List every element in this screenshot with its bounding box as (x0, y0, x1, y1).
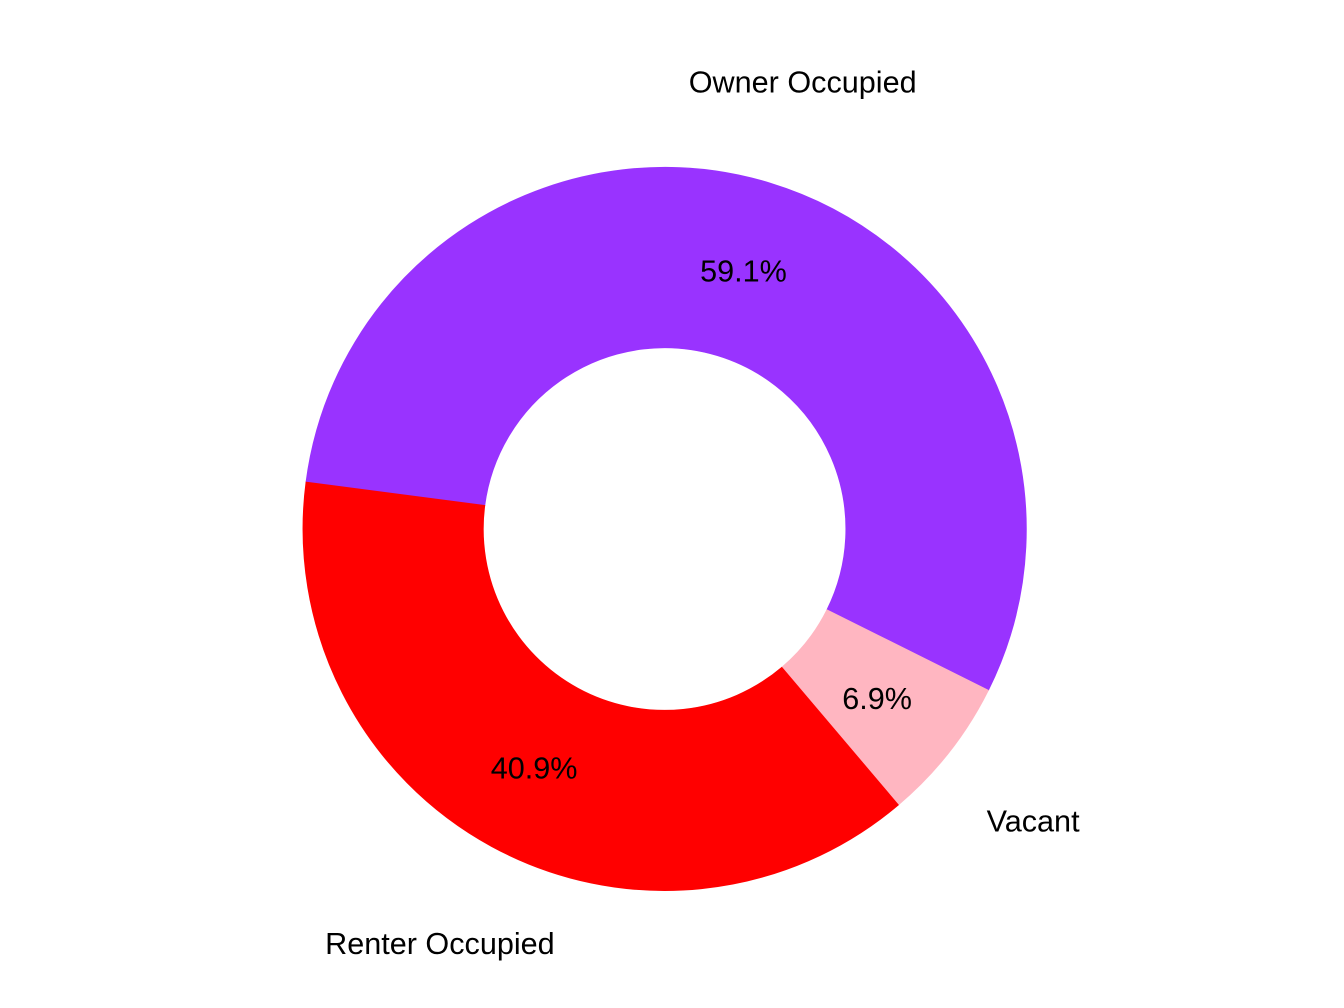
svg-text:Vacant: Vacant (987, 805, 1080, 839)
svg-text:59.1%: 59.1% (700, 255, 787, 289)
svg-text:Owner Occupied: Owner Occupied (689, 65, 917, 99)
svg-text:Renter Occupied: Renter Occupied (325, 927, 555, 961)
svg-text:40.9%: 40.9% (491, 752, 578, 786)
svg-text:6.9%: 6.9% (842, 682, 912, 716)
